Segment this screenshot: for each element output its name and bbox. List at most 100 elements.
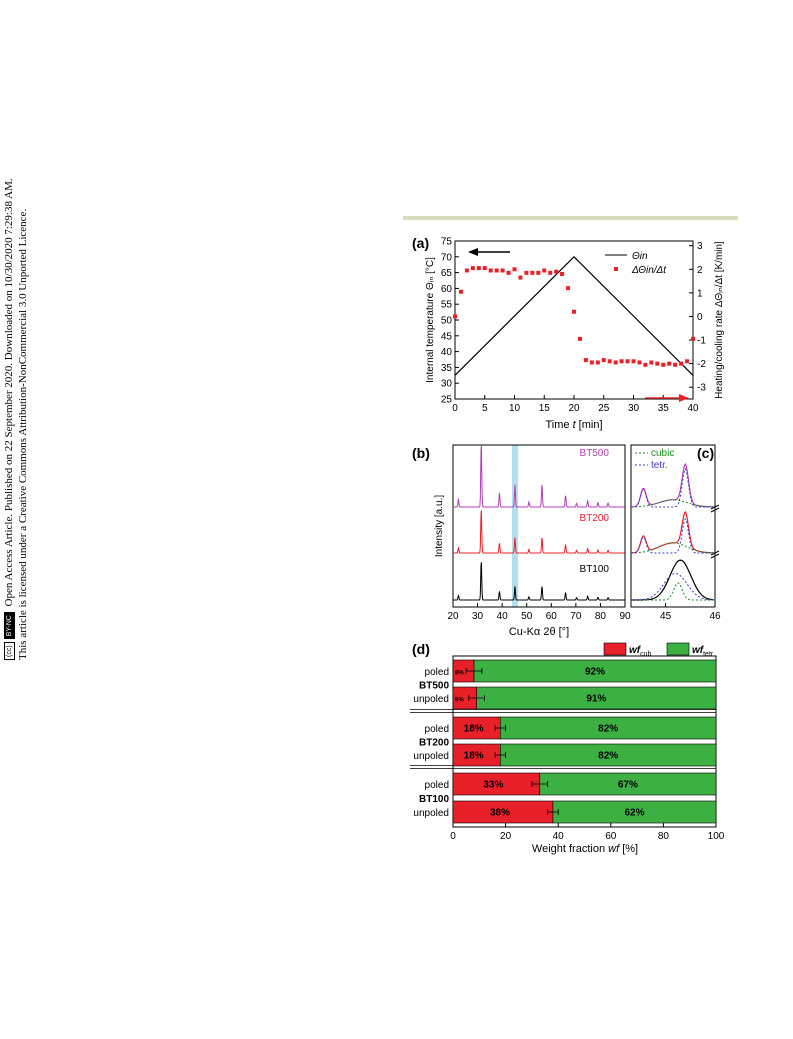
cubic-fit bbox=[631, 499, 714, 508]
panel-d: (d) wfcub wftetr BT500 poled 8% 92% unpoled 9… bbox=[410, 641, 725, 855]
x-tick-label: 20 bbox=[568, 403, 580, 414]
cub-value-label: 18% bbox=[464, 724, 484, 735]
rate-point bbox=[661, 362, 666, 367]
rate-point bbox=[494, 268, 499, 273]
measured-profile bbox=[631, 510, 715, 554]
row-label: unpoled bbox=[413, 808, 449, 819]
x-tick-label: 60 bbox=[546, 611, 558, 622]
axis-break-mark bbox=[710, 553, 720, 559]
rate-point bbox=[583, 358, 588, 363]
rate-point bbox=[548, 270, 553, 275]
x-tick-label: 35 bbox=[658, 403, 670, 414]
tetr-fit bbox=[631, 517, 714, 554]
rate-point bbox=[619, 359, 624, 364]
panel-b-highlight-band bbox=[511, 445, 519, 607]
row-label: poled bbox=[425, 724, 449, 735]
xrd-pattern-bt500 bbox=[453, 444, 625, 508]
x-tick-label: 90 bbox=[619, 611, 631, 622]
legend-tetr-label: tetr. bbox=[651, 460, 668, 471]
x-tick-label: 40 bbox=[687, 403, 699, 414]
rate-point bbox=[649, 360, 654, 365]
measured-profile bbox=[631, 462, 714, 508]
rate-point bbox=[476, 266, 481, 271]
rate-point bbox=[453, 314, 457, 319]
cub-value-label: 33% bbox=[483, 780, 503, 791]
rate-point bbox=[482, 266, 487, 271]
xrd-pattern-bt200 bbox=[453, 510, 625, 554]
y-tick-label: 45 bbox=[441, 331, 453, 342]
rate-point bbox=[673, 362, 678, 367]
x-tick-label: 80 bbox=[658, 831, 670, 842]
tetr-value-label: 67% bbox=[618, 780, 638, 791]
x-tick-label: 25 bbox=[598, 403, 610, 414]
x-tick-label: 0 bbox=[450, 831, 456, 842]
cubic-fit bbox=[631, 582, 714, 601]
panel-a: (a) 0 5 10 15 20 25 30 35 40 2530354045505560657… bbox=[412, 235, 725, 431]
panel-b-series bbox=[453, 444, 625, 601]
rate-point bbox=[530, 270, 535, 275]
rate-point bbox=[512, 267, 517, 272]
panel-b-xlabel: Cu-Kα 2θ [°] bbox=[509, 626, 569, 638]
axis-break-mark bbox=[710, 550, 720, 556]
group-label: BT100 bbox=[419, 794, 449, 805]
legend-cubic-label: cubic bbox=[651, 448, 674, 459]
y-tick-label: 50 bbox=[441, 316, 453, 327]
legend-cub-swatch bbox=[603, 642, 627, 656]
x-tick-label: 10 bbox=[509, 403, 521, 414]
rate-point bbox=[613, 360, 618, 365]
panel-b-x-ticks: 20 30 40 50 60 70 80 90 bbox=[447, 603, 631, 622]
x-tick-label: 100 bbox=[708, 831, 725, 842]
x-tick-label: 20 bbox=[500, 831, 512, 842]
panel-c: (c) cubic tetr. 45 46 bbox=[630, 444, 721, 622]
panel-a-y-ticks: 25 30 35 40 45 50 55 60 65 70 75 bbox=[441, 237, 459, 406]
panel-c-curves bbox=[631, 462, 715, 601]
y-tick-label: 55 bbox=[441, 300, 453, 311]
rate-point bbox=[488, 268, 493, 273]
panel-b: (b) 20 30 40 50 60 70 80 90 BT500 BT200 BT100 C… bbox=[412, 444, 631, 638]
panel-d-xlabel: Weight fraction wf [%] bbox=[532, 843, 638, 855]
rate-point bbox=[601, 358, 606, 363]
panel-d-plot-frame bbox=[452, 655, 717, 828]
axis-break-mark bbox=[710, 504, 720, 510]
rate-point bbox=[470, 266, 475, 271]
y-tick-label: 35 bbox=[441, 363, 453, 374]
tetr-value-label: 62% bbox=[624, 808, 644, 819]
y-tick-label: 60 bbox=[441, 284, 453, 295]
group-label: BT200 bbox=[419, 738, 449, 749]
panel-d-x-ticks: 0 20 40 60 80 100 bbox=[450, 823, 725, 842]
panel-d-bars: BT500 poled 8% 92% unpoled 9% 91% BT200 poled 18%… bbox=[410, 659, 717, 824]
panel-a-y2-ticks: -3 -2 -1 0 1 2 3 bbox=[689, 241, 706, 394]
panel-a-series bbox=[453, 255, 695, 376]
x-tick-label: 46 bbox=[709, 611, 721, 622]
x-tick-label: 50 bbox=[521, 611, 533, 622]
legend-cub-label: wfcub bbox=[629, 645, 652, 658]
header-rule bbox=[403, 216, 738, 220]
left-axis-arrow bbox=[468, 248, 510, 256]
y2-tick-label: -1 bbox=[697, 336, 706, 347]
y-tick-label: 65 bbox=[441, 268, 453, 279]
group-label: BT500 bbox=[419, 681, 449, 692]
rate-point bbox=[643, 362, 648, 367]
tetr-value-label: 92% bbox=[585, 667, 605, 678]
rate-point bbox=[542, 268, 547, 273]
y-tick-label: 40 bbox=[441, 347, 453, 358]
x-tick-label: 20 bbox=[447, 611, 459, 622]
rate-point bbox=[458, 289, 463, 294]
panel-d-label: (d) bbox=[412, 641, 430, 657]
tetr-fit bbox=[631, 572, 714, 601]
panel-a-ylabel-right: Heating/cooling rate ΔΘᵢₙ/Δt [K/min] bbox=[714, 241, 725, 399]
row-label: poled bbox=[425, 780, 449, 791]
x-tick-label: 15 bbox=[539, 403, 551, 414]
y-tick-label: 75 bbox=[441, 237, 453, 248]
rate-point bbox=[524, 270, 529, 275]
panel-d-legend: wfcub wftetr bbox=[603, 642, 714, 658]
rate-point bbox=[685, 359, 690, 364]
rate-point bbox=[625, 359, 630, 364]
rate-point bbox=[464, 268, 469, 273]
cubic-fit bbox=[631, 542, 715, 554]
axis-break-mark bbox=[710, 507, 720, 513]
rate-point bbox=[679, 361, 684, 366]
rate-point bbox=[554, 269, 559, 274]
rate-point bbox=[607, 359, 612, 364]
